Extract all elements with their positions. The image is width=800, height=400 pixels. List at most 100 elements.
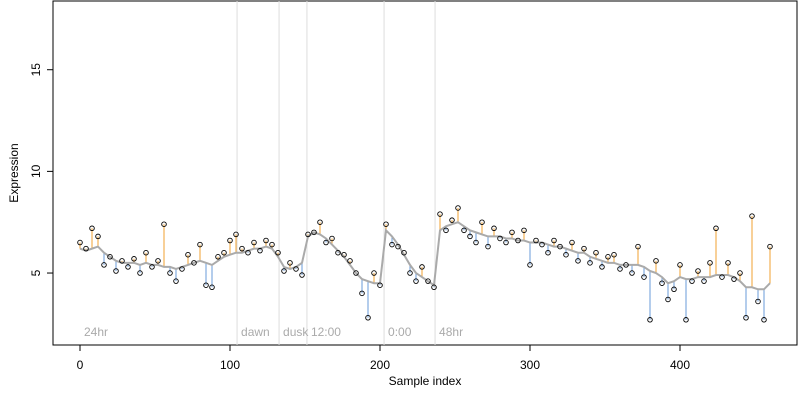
data-point [83, 245, 89, 252]
y-tick-label: 10 [29, 164, 43, 178]
data-point [191, 260, 197, 266]
data-point [101, 262, 107, 268]
data-point [563, 251, 569, 258]
annotation: 0:00 [388, 325, 412, 339]
data-point [659, 280, 665, 286]
data-point [455, 205, 461, 211]
data-point [131, 256, 137, 262]
y-tick-label: 5 [29, 269, 43, 276]
data-point [479, 219, 485, 225]
data-point [179, 266, 185, 272]
data-point [767, 243, 773, 250]
data-point [371, 270, 377, 276]
data-point [353, 270, 359, 276]
data-point [677, 262, 683, 268]
data-point [419, 264, 425, 270]
data-point [749, 213, 755, 219]
data-point [689, 278, 695, 284]
data-point [491, 225, 497, 232]
data-point [215, 254, 221, 260]
data-point [731, 276, 737, 282]
data-point [233, 231, 239, 238]
data-point [713, 225, 719, 232]
data-point [665, 296, 671, 303]
data-point [263, 237, 269, 244]
data-point [425, 278, 431, 284]
data-point [401, 249, 407, 256]
x-tick-label: 0 [77, 358, 84, 372]
data-point [593, 249, 599, 256]
data-point [545, 249, 551, 256]
data-point [377, 282, 383, 288]
data-point [551, 237, 557, 244]
data-point [635, 243, 641, 250]
data-point [605, 254, 611, 260]
data-point [449, 217, 455, 223]
data-point [167, 270, 173, 276]
data-point [725, 260, 731, 266]
data-point [95, 233, 101, 240]
data-point [467, 233, 473, 240]
data-point [629, 270, 635, 276]
data-point [683, 317, 689, 323]
data-point [317, 219, 323, 225]
data-point [503, 239, 509, 246]
data-point [581, 245, 587, 252]
annotation: dawn [241, 325, 270, 339]
data-point [389, 241, 395, 248]
data-point [383, 221, 389, 227]
data-point [239, 245, 245, 252]
data-point [203, 282, 209, 288]
data-point [89, 225, 95, 232]
data-point [557, 243, 563, 250]
data-point [125, 264, 131, 270]
data-point [653, 258, 659, 264]
data-point [527, 262, 533, 268]
data-point [197, 241, 203, 248]
data-point [113, 268, 119, 274]
data-point [701, 278, 707, 284]
data-point [515, 237, 521, 244]
data-point [143, 249, 149, 256]
data-point [737, 270, 743, 276]
data-point [107, 254, 113, 260]
data-point [473, 239, 479, 246]
data-point [521, 227, 527, 234]
data-point [509, 229, 515, 236]
data-point [365, 315, 371, 321]
data-point [347, 258, 353, 264]
data-point [257, 247, 263, 254]
data-point [329, 235, 335, 242]
data-point [707, 260, 713, 266]
x-tick-label: 300 [520, 358, 540, 372]
data-point [173, 278, 179, 284]
data-point [407, 270, 413, 276]
data-point [77, 239, 83, 246]
data-point [533, 237, 539, 244]
data-point [587, 260, 593, 266]
data-point [269, 241, 275, 248]
annotation: dusk [283, 325, 309, 339]
data-point [671, 286, 677, 293]
data-point [161, 221, 167, 227]
data-point [497, 235, 503, 242]
data-point [287, 260, 293, 266]
data-point [485, 243, 491, 250]
data-point [293, 266, 299, 272]
x-tick-label: 200 [370, 358, 390, 372]
data-point [569, 239, 575, 246]
fit-line [79, 221, 771, 291]
data-point [221, 249, 227, 256]
data-point [245, 249, 251, 256]
data-point [431, 284, 437, 291]
data-point [695, 268, 701, 274]
data-point [395, 243, 401, 250]
data-point [611, 251, 617, 258]
data-point [209, 284, 215, 291]
data-point [755, 298, 761, 305]
data-point [323, 239, 329, 246]
data-point [305, 231, 311, 238]
data-point [341, 251, 347, 258]
data-point [599, 264, 605, 270]
